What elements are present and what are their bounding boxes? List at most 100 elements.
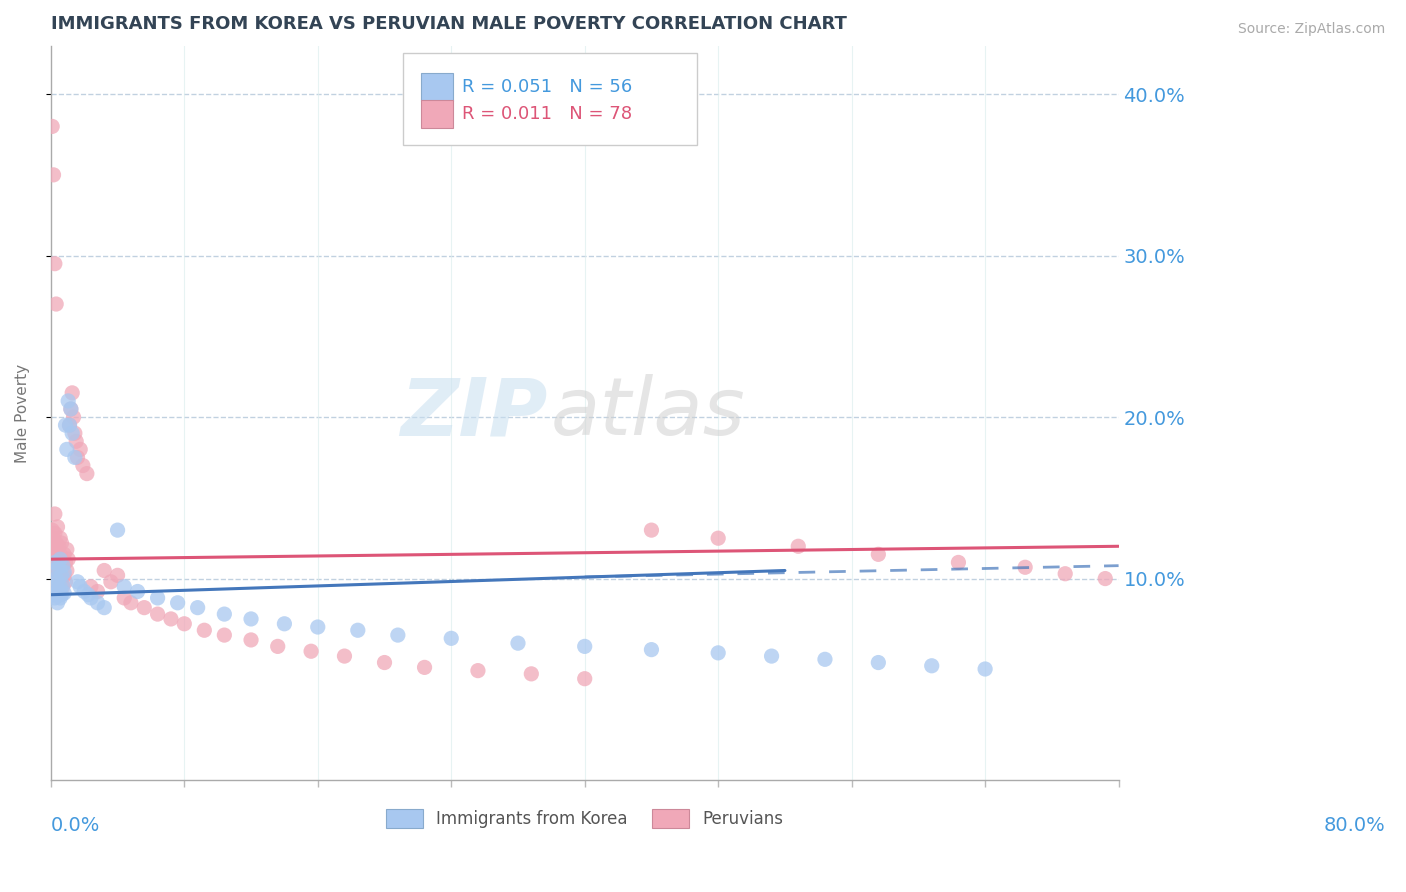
Point <box>58 418 80 433</box>
Point <box>80 580 103 594</box>
Point <box>346 624 368 638</box>
Text: ZIP: ZIP <box>399 374 547 452</box>
Point <box>77 588 100 602</box>
Text: 80.0%: 80.0% <box>1324 815 1385 835</box>
Point <box>107 568 129 582</box>
Point <box>1014 560 1036 574</box>
Point <box>640 642 662 657</box>
Point <box>761 649 783 664</box>
Point <box>55 574 77 589</box>
Point <box>413 660 436 674</box>
Point <box>53 547 76 561</box>
Point <box>51 588 73 602</box>
Point <box>373 656 395 670</box>
Point <box>72 458 94 473</box>
Point <box>520 666 543 681</box>
Point <box>44 257 66 271</box>
Point <box>73 584 96 599</box>
Point <box>299 644 322 658</box>
Text: Source: ZipAtlas.com: Source: ZipAtlas.com <box>1237 22 1385 37</box>
Point <box>49 547 72 561</box>
Point <box>66 574 89 589</box>
Point <box>42 580 65 594</box>
Point <box>921 658 943 673</box>
Point <box>52 558 75 573</box>
Point <box>45 572 67 586</box>
Point <box>52 578 75 592</box>
Point <box>112 580 135 594</box>
Point <box>63 450 86 465</box>
Point <box>46 558 69 573</box>
Point <box>173 616 195 631</box>
Point <box>42 564 65 578</box>
Point <box>307 620 329 634</box>
Point <box>41 556 63 570</box>
Point <box>134 600 156 615</box>
Point <box>60 426 83 441</box>
Point <box>48 539 70 553</box>
Point <box>46 520 69 534</box>
Point <box>55 556 77 570</box>
Point <box>49 552 72 566</box>
Point <box>193 624 215 638</box>
Point <box>59 402 82 417</box>
Text: R = 0.011   N = 78: R = 0.011 N = 78 <box>463 105 633 123</box>
Text: IMMIGRANTS FROM KOREA VS PERUVIAN MALE POVERTY CORRELATION CHART: IMMIGRANTS FROM KOREA VS PERUVIAN MALE P… <box>51 15 846 33</box>
Point <box>53 586 76 600</box>
Point <box>574 672 596 686</box>
Point <box>63 426 86 441</box>
Point <box>440 632 463 646</box>
Point <box>868 656 890 670</box>
Point <box>45 572 67 586</box>
Point <box>640 523 662 537</box>
Point <box>56 552 79 566</box>
Point <box>58 418 80 433</box>
Point <box>48 560 70 574</box>
Point <box>93 600 115 615</box>
Point <box>49 580 72 594</box>
Point <box>42 531 65 545</box>
FancyBboxPatch shape <box>404 53 697 145</box>
Point <box>45 297 67 311</box>
Point <box>42 547 65 561</box>
Point <box>62 410 84 425</box>
Bar <box>422 100 453 128</box>
Point <box>51 572 73 586</box>
Point <box>267 640 290 654</box>
Point <box>707 646 730 660</box>
Point <box>86 596 108 610</box>
Point <box>86 584 108 599</box>
Point <box>974 662 997 676</box>
Point <box>120 596 142 610</box>
Point <box>93 564 115 578</box>
Text: 0.0%: 0.0% <box>51 815 100 835</box>
Point <box>333 649 356 664</box>
Bar <box>422 73 453 101</box>
Point <box>41 588 63 602</box>
Point <box>55 418 77 433</box>
Point <box>187 600 209 615</box>
Point <box>41 539 63 553</box>
Point <box>41 120 63 134</box>
Point <box>240 612 263 626</box>
Text: R = 0.051   N = 56: R = 0.051 N = 56 <box>463 78 633 95</box>
Point <box>42 168 65 182</box>
Point <box>53 568 76 582</box>
Point <box>46 574 69 589</box>
Point <box>51 552 73 566</box>
Point <box>240 632 263 647</box>
Point <box>160 612 183 626</box>
Point <box>56 393 79 408</box>
Point <box>146 591 169 605</box>
Point <box>506 636 529 650</box>
Point <box>51 536 73 550</box>
Point <box>45 536 67 550</box>
Point <box>56 442 79 457</box>
Point <box>273 616 295 631</box>
Point <box>787 539 810 553</box>
Point <box>46 542 69 557</box>
Point <box>387 628 409 642</box>
Point <box>574 640 596 654</box>
Point <box>214 628 236 642</box>
Point <box>69 580 91 594</box>
